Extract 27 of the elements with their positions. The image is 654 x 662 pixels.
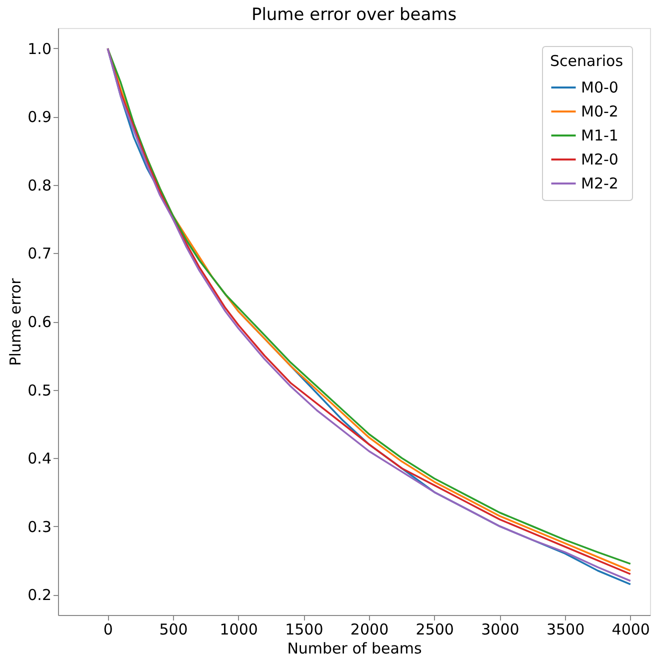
y-tick-label: 0.9 [28, 108, 52, 126]
legend-label: M0-0 [581, 78, 618, 96]
x-tick-label: 3000 [481, 620, 520, 638]
legend-label: M1-1 [581, 126, 618, 144]
y-tick-label: 0.2 [28, 586, 52, 604]
y-tick-label: 0.4 [28, 450, 52, 468]
x-axis-title: Number of beams [287, 640, 422, 658]
x-tick-label: 3500 [546, 620, 585, 638]
legend-label: M2-0 [581, 150, 618, 168]
x-tick-label: 1500 [285, 620, 324, 638]
x-tick-label: 2500 [416, 620, 454, 638]
x-tick-label: 2000 [350, 620, 389, 638]
legend-title: Scenarios [550, 52, 624, 70]
x-tick-label: 0 [103, 620, 113, 638]
legend-label: M2-2 [581, 174, 618, 192]
y-tick-label: 0.5 [28, 381, 52, 400]
y-tick-label: 0.7 [28, 244, 52, 263]
y-axis-title: Plume error [6, 277, 25, 366]
legend-label: M0-2 [581, 102, 618, 120]
x-tick-label: 4000 [612, 620, 650, 638]
chart-title: Plume error over beams [251, 5, 457, 25]
x-tick-label: 1000 [220, 620, 258, 638]
y-tick-label: 0.8 [28, 176, 52, 194]
y-tick-label: 1.0 [28, 40, 52, 58]
y-tick-label: 0.3 [28, 518, 52, 536]
y-tick-label: 0.6 [28, 313, 52, 331]
x-tick-label: 500 [159, 620, 188, 638]
